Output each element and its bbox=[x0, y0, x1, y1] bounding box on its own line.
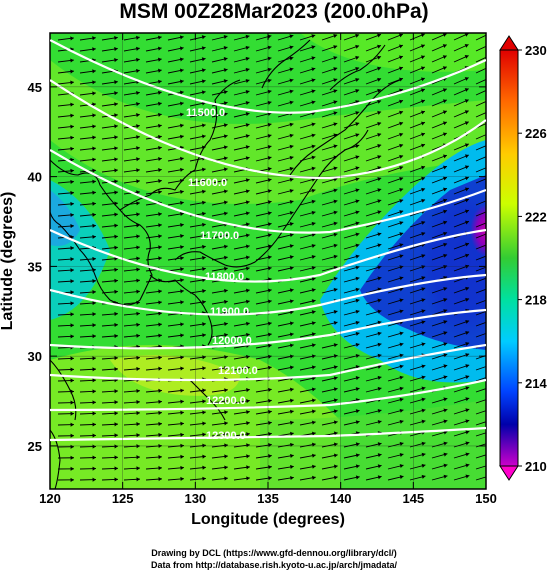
y-tick-label: 40 bbox=[28, 170, 42, 185]
colorbar-labels: 230 226 222 218 214 210 bbox=[518, 43, 547, 474]
y-tick-label: 25 bbox=[28, 439, 42, 454]
contour-line bbox=[50, 378, 486, 412]
colorbar-label: 210 bbox=[525, 459, 547, 474]
x-tick-label: 150 bbox=[475, 491, 497, 506]
wind-vectors bbox=[57, 33, 486, 482]
colorbar-min-arrow bbox=[499, 465, 519, 481]
x-tick-label: 130 bbox=[184, 491, 206, 506]
y-tick-label: 45 bbox=[28, 80, 42, 95]
credit-drawing: Drawing by DCL (https://www.gfd-dennou.o… bbox=[151, 548, 397, 558]
contour-label: 11500.0 bbox=[186, 107, 225, 119]
contour-line bbox=[50, 149, 486, 234]
x-tick-label: 135 bbox=[257, 491, 279, 506]
x-tick-label: 120 bbox=[39, 491, 61, 506]
x-tick-label: 125 bbox=[112, 491, 134, 506]
y-tick-label: 35 bbox=[28, 259, 42, 274]
credit-data: Data from http://database.rish.kyoto-u.a… bbox=[150, 560, 398, 570]
x-axis-label: Longitude (degrees) bbox=[191, 511, 345, 528]
map-title: MSM 00Z28Mar2023 (200.0hPa) bbox=[119, 0, 429, 23]
colorbar bbox=[499, 49, 519, 467]
contour-label: 11600.0 bbox=[188, 177, 227, 189]
contour-label: 12100.0 bbox=[218, 365, 258, 377]
colorbar-label: 226 bbox=[525, 126, 547, 141]
contour-label: 11700.0 bbox=[200, 230, 239, 242]
coastline bbox=[50, 39, 401, 489]
contour-line bbox=[50, 39, 486, 114]
x-tick-label: 145 bbox=[402, 491, 424, 506]
x-tick-label: 140 bbox=[330, 491, 352, 506]
temperature-field bbox=[50, 33, 486, 489]
colorbar-label: 218 bbox=[525, 293, 547, 308]
lat-lon-grid bbox=[50, 33, 486, 489]
colorbar-label: 222 bbox=[525, 209, 547, 224]
contour-line bbox=[50, 308, 486, 350]
contour-label: 12000.0 bbox=[212, 335, 252, 347]
colorbar-max-arrow bbox=[499, 35, 519, 51]
colorbar-label: 230 bbox=[525, 43, 547, 58]
contour-line bbox=[50, 228, 486, 283]
contour-line bbox=[50, 343, 486, 382]
contour-label: 12300.0 bbox=[206, 430, 246, 442]
contour-line bbox=[50, 273, 486, 316]
contour-label: 12200.0 bbox=[206, 395, 246, 407]
y-tick-label: 30 bbox=[28, 349, 42, 364]
height-contours: 11500.0 11600.0 11700.0 11800.0 11900.0 12000… bbox=[50, 39, 486, 442]
contour-label: 11900.0 bbox=[210, 306, 249, 318]
contour-label: 11800.0 bbox=[205, 271, 244, 283]
contour-line bbox=[50, 426, 486, 442]
colorbar-label: 214 bbox=[525, 376, 547, 391]
y-axis-label: Latitude (degrees) bbox=[0, 191, 16, 331]
contour-line bbox=[50, 79, 486, 180]
axis-ticks: 120 125 130 135 140 145 150 25 30 35 40 45 bbox=[28, 33, 497, 506]
